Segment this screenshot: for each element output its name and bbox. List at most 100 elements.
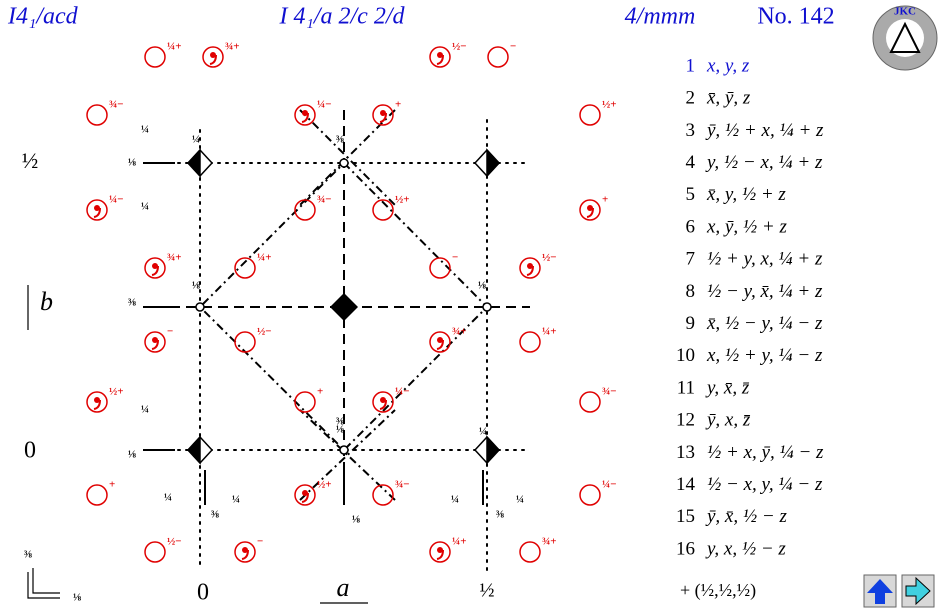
position-circle [372,199,394,221]
coord-entry: ȳ, ½ + x, ¼ + z [705,120,824,141]
element-label: ⅜ [496,509,504,521]
general-position: ½+ [372,194,410,221]
position-circle [234,331,256,353]
nav-next[interactable] [901,574,935,608]
general-position: ½− [234,326,272,353]
position-label: + [317,386,323,398]
general-position: ¾+ [144,252,182,279]
position-circle [579,199,601,221]
general-position: ¾− [372,479,410,506]
position-label: ½+ [395,194,410,206]
position-circle [579,484,601,506]
position-circle [429,257,451,279]
coord-entry: x̄, ½ − y, ¼ − z [706,313,823,334]
general-position: ½+ [86,386,124,413]
x-label: ½ [480,580,495,602]
position-label: ½− [167,536,182,548]
position-circle [86,104,108,126]
position-label: + [602,194,608,206]
position-label: ¼− [317,99,332,111]
coord-number: 14 [676,474,696,495]
coord-entry: x, ȳ, ½ + z [706,216,787,237]
position-label: ½− [452,41,467,53]
coord-entry: y, x̄, z̄ [705,377,750,398]
coord-number: 13 [676,442,695,463]
coord-entry: x, y, z [706,55,750,76]
coord-entry: ½ − y, x̄, ¼ + z [707,281,823,302]
position-circle [579,391,601,413]
general-position: ¾− [86,99,124,126]
coord-number: 12 [676,410,695,431]
position-label: ¾− [395,479,410,491]
coord-number: 11 [677,377,695,398]
comma-tail [379,399,387,410]
position-label: ¾+ [225,41,240,53]
position-label: ¾+ [542,536,557,548]
position-circle [144,46,166,68]
general-position: ¼+ [234,252,272,279]
general-position: − [487,41,516,68]
point-group: 4/mmm [625,4,696,30]
position-label: ¼− [602,479,617,491]
coord-entry: y, ½ − x, ¼ + z [705,152,823,173]
position-label: ¼+ [542,326,557,338]
element-label: ⅜ [336,416,344,428]
position-circle [86,484,108,506]
coord-entry: ½ − x, y, ¼ − z [707,474,823,495]
element-label: ¼ [516,494,524,506]
comma-tail [526,265,534,276]
nav-up[interactable] [863,574,897,608]
position-circle [144,331,166,353]
element-label: ⅛ [352,514,360,526]
position-label: ¼− [395,386,410,398]
position-label: − [452,252,458,264]
position-circle [144,257,166,279]
coord-entry: x̄, ȳ, z [706,88,751,109]
position-label: ¾+ [167,252,182,264]
position-label: ¼− [109,194,124,206]
position-circle [519,257,541,279]
element-label: ⅛ [336,424,344,436]
position-circle [429,541,451,563]
comma-tail [301,112,309,123]
element-label: ⅜ [336,134,344,146]
general-position: ¾+ [519,536,557,563]
coord-number: 2 [686,88,696,109]
position-label: + [395,99,401,111]
general-position: ¼− [372,386,410,413]
general-position: + [86,479,115,506]
full-symbol: I 4₁/a 2/c 2/d [279,4,406,30]
general-position: ¼+ [429,536,467,563]
coord-entry: ȳ, x, z̄ [705,410,751,431]
comma-tail [586,207,594,218]
position-circle [294,484,316,506]
position-circle [519,331,541,353]
position-label: ½+ [602,99,617,111]
position-circle [294,391,316,413]
general-position: ½− [519,252,557,279]
coord-entry: ȳ, x̄, ½ − z [705,506,787,527]
position-circle [579,104,601,126]
position-circle [519,541,541,563]
comma-dot [94,397,100,403]
comma-dot [437,547,443,553]
position-label: + [109,479,115,491]
general-position: + [372,99,401,126]
coord-entry: x, ½ + y, ¼ − z [706,345,823,366]
general-position: ¾− [579,386,617,413]
element-label: ¼ [451,494,459,506]
general-position: + [579,194,608,221]
position-label: ¾+ [452,326,467,338]
general-position: ¼− [579,479,617,506]
coord-number: 16 [676,538,695,559]
position-circle [294,199,316,221]
position-circle [234,541,256,563]
element-label: ¼ [479,426,487,438]
comma-dot [210,52,216,58]
position-circle [144,541,166,563]
element-label: ⅛ [128,157,136,169]
corner-label: ⅛ [73,592,81,604]
element-label: ¼ [164,492,172,504]
comma-dot [437,337,443,343]
general-position: ½− [429,41,467,68]
